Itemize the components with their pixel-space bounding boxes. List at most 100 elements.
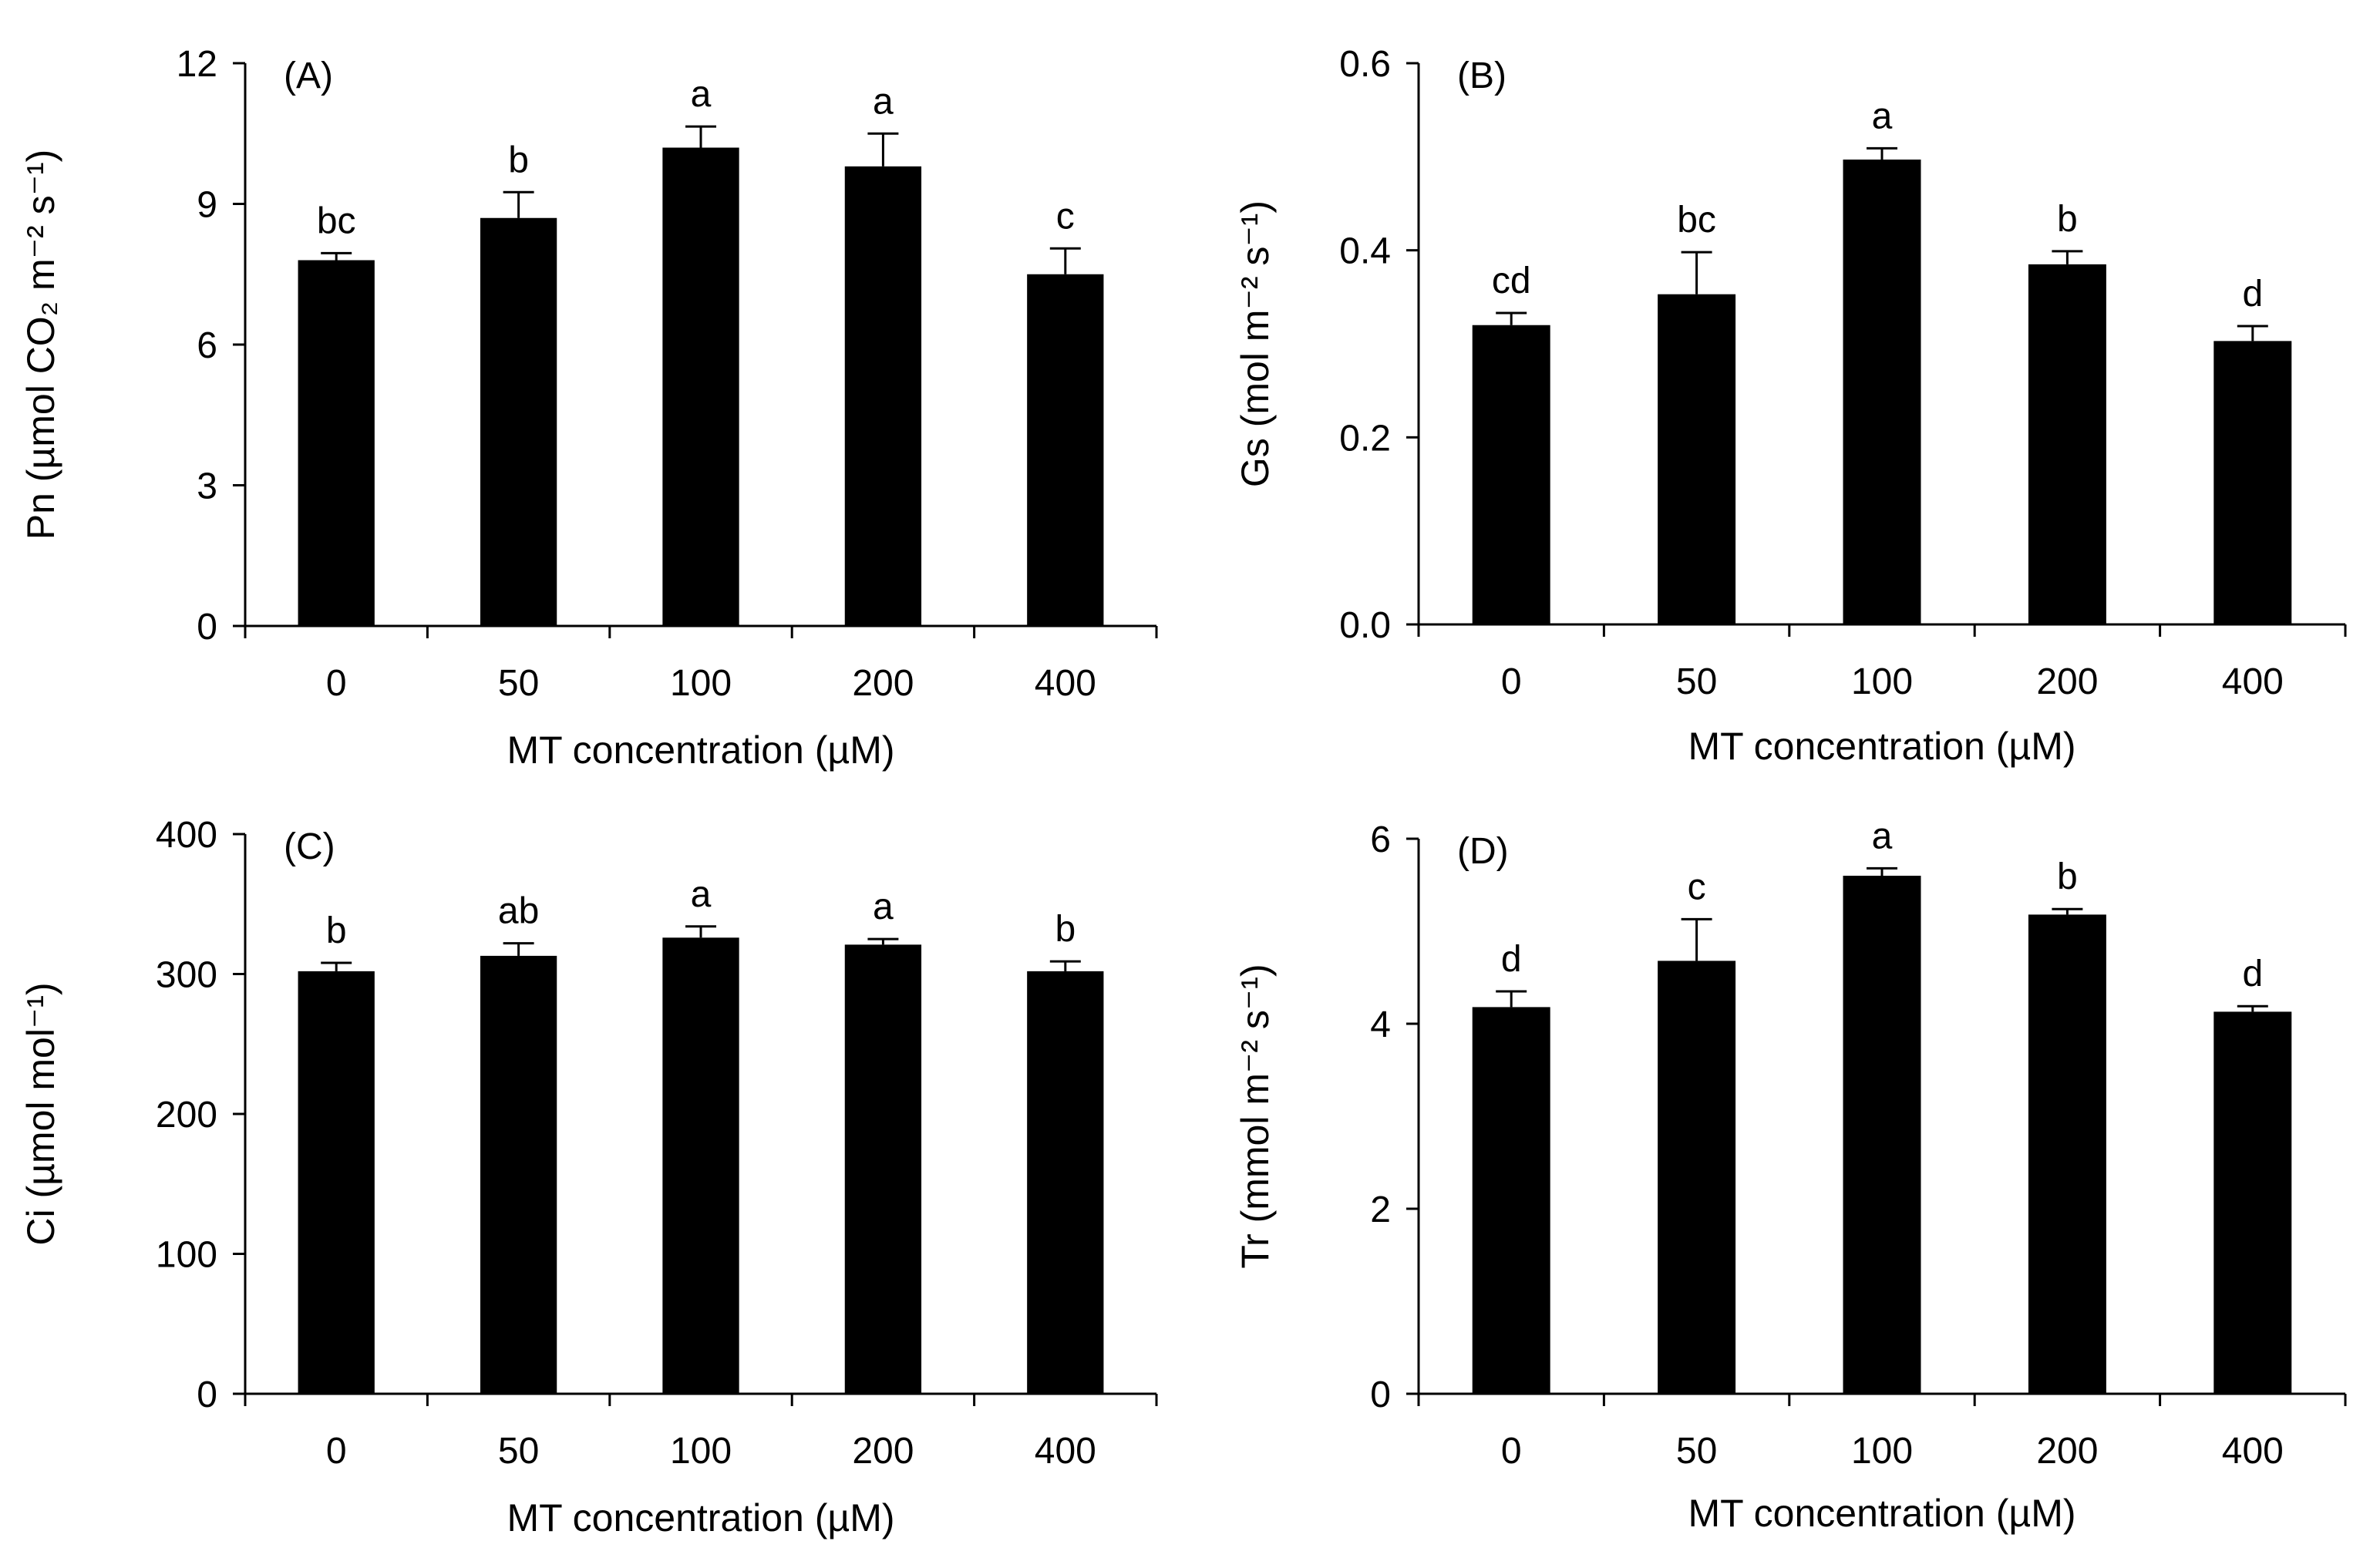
error-bar: [503, 190, 534, 218]
bar: [480, 217, 557, 626]
y-axis-title: Pn (µmol CO₂ m⁻² s⁻¹): [19, 150, 62, 540]
y-tick-label: 4: [1370, 1004, 1391, 1045]
error-bar: [1049, 960, 1081, 971]
bar: [2213, 341, 2292, 624]
error-bar: [2237, 1004, 2268, 1012]
panel-tag: (A): [284, 56, 333, 96]
panel-tag: (B): [1457, 56, 1506, 96]
panel-tag: (C): [284, 826, 335, 867]
error-bar: [2052, 907, 2083, 915]
error-bar: [2052, 250, 2083, 264]
x-tick-label: 200: [2036, 661, 2098, 702]
x-tick-label: 400: [2222, 1431, 2284, 1472]
y-tick-label: 6: [1370, 819, 1391, 860]
significance-label: a: [1872, 816, 1893, 856]
error-bar: [1496, 990, 1527, 1008]
x-tick-label: 100: [1851, 1431, 1913, 1472]
error-bar: [1681, 251, 1712, 294]
panel-a: 0 3 6 9 12 bc 0 b 50 a 100 a 200 c 400 (A) MT concentrat…: [19, 44, 1158, 772]
x-tick-label: 100: [1851, 661, 1913, 702]
error-bar: [1496, 311, 1527, 325]
significance-label: d: [1501, 939, 1522, 980]
error-bar: [321, 961, 352, 971]
error-bar: [1049, 247, 1081, 274]
error-bar: [1681, 917, 1712, 961]
y-tick-label: 3: [197, 466, 217, 507]
bar: [1658, 961, 1736, 1394]
x-tick-label: 400: [1035, 1431, 1096, 1472]
x-tick-label: 400: [2222, 661, 2284, 702]
x-tick-label: 50: [1676, 1431, 1717, 1472]
y-tick-label: 0: [197, 1375, 217, 1415]
error-bar: [867, 132, 899, 167]
y-tick-label: 6: [197, 325, 217, 366]
y-tick-label: 300: [156, 955, 217, 996]
x-tick-label: 50: [1676, 661, 1717, 702]
bar: [844, 166, 922, 627]
bar: [2213, 1011, 2292, 1394]
bar: [298, 260, 375, 626]
x-tick-label: 0: [1501, 661, 1522, 702]
x-tick-label: 0: [1501, 1431, 1522, 1472]
bar: [1843, 159, 1921, 624]
y-tick-label: 0: [1370, 1375, 1391, 1415]
y-tick-label: 0: [197, 607, 217, 648]
panel-d: 0 2 4 6 d 0 c 50 a 100 b 200 d 400 (D) MT concentration…: [1234, 816, 2347, 1535]
x-axis-title: MT concentration (µM): [507, 1496, 894, 1539]
bar: [2028, 264, 2106, 624]
bar: [298, 971, 375, 1394]
y-tick-label: 400: [156, 815, 217, 856]
significance-label: bc: [317, 200, 356, 241]
y-tick-label: 100: [156, 1235, 217, 1276]
significance-label: a: [691, 874, 712, 915]
significance-label: b: [326, 910, 347, 951]
x-axis-title: MT concentration (µM): [1688, 725, 2075, 768]
y-tick-label: 200: [156, 1095, 217, 1136]
y-tick-label: 0.0: [1339, 605, 1391, 646]
significance-label: a: [873, 81, 894, 122]
bar: [662, 147, 739, 626]
bar: [1027, 274, 1104, 626]
y-axis-title: Ci (µmol mol⁻¹): [19, 982, 62, 1245]
x-axis-title: MT concentration (µM): [507, 728, 894, 772]
significance-label: a: [873, 887, 894, 927]
error-bar: [1867, 866, 1897, 876]
error-bar: [867, 937, 899, 945]
bar: [1658, 294, 1736, 624]
x-tick-label: 200: [2036, 1431, 2098, 1472]
x-tick-label: 200: [852, 663, 914, 704]
panel-c: 0 100 200 300 400 b 0 ab 50 a 100 a 200 b 400 (C) MT con…: [19, 815, 1158, 1539]
panel-tag: (D): [1457, 831, 1509, 872]
bar: [1472, 1007, 1550, 1394]
y-tick-label: 0.2: [1339, 418, 1391, 459]
x-tick-label: 100: [670, 1431, 732, 1472]
significance-label: d: [2242, 954, 2263, 994]
bar: [662, 937, 739, 1394]
x-tick-label: 0: [326, 1431, 347, 1472]
significance-label: b: [2057, 199, 2078, 240]
y-tick-label: 9: [197, 185, 217, 226]
x-tick-label: 0: [326, 663, 347, 704]
significance-label: c: [1688, 866, 1706, 907]
y-tick-label: 12: [177, 44, 217, 85]
y-axis-title: Gs (mol m⁻² s⁻¹): [1234, 200, 1277, 487]
significance-label: b: [2057, 856, 2078, 897]
error-bar: [1867, 146, 1897, 160]
y-tick-label: 0.4: [1339, 231, 1391, 272]
x-tick-label: 100: [670, 663, 732, 704]
bar: [1027, 971, 1104, 1394]
error-bar: [685, 925, 716, 938]
x-tick-label: 400: [1035, 663, 1096, 704]
significance-label: b: [508, 140, 529, 180]
y-tick-label: 0.6: [1339, 44, 1391, 85]
error-bar: [503, 942, 534, 956]
y-tick-label: 2: [1370, 1189, 1391, 1230]
bar: [2028, 914, 2106, 1394]
x-tick-label: 50: [498, 663, 539, 704]
bar: [844, 944, 922, 1394]
bar: [1843, 876, 1921, 1394]
x-tick-label: 50: [498, 1431, 539, 1472]
panel-b: 0.0 0.2 0.4 0.6 cd 0 bc 50 a 100 b 200 d 400 (B) MT con…: [1234, 44, 2347, 768]
y-axis-title: Tr (mmol m⁻² s⁻¹): [1234, 964, 1277, 1268]
